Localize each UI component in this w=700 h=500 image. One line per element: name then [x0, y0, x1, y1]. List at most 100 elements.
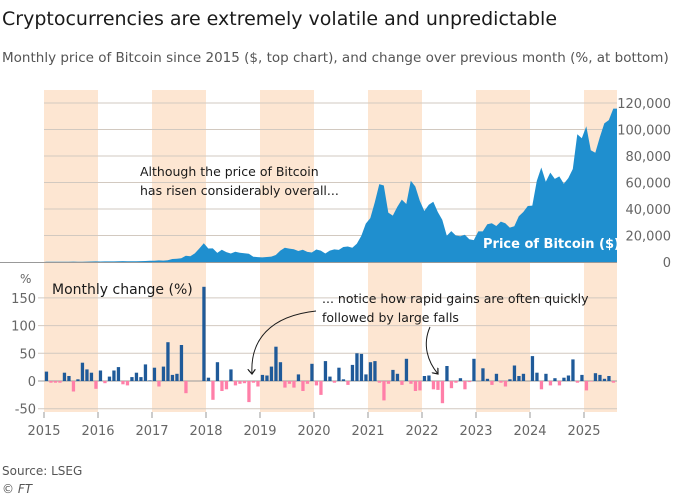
- x-tick-label: 2023: [459, 424, 492, 439]
- change-bar: [364, 374, 368, 381]
- change-bar: [373, 361, 377, 381]
- change-bar: [269, 366, 274, 381]
- change-bar: [458, 378, 463, 381]
- change-bar: [292, 381, 296, 388]
- change-bar: [602, 378, 607, 381]
- change-bar: [481, 368, 485, 381]
- change-bar: [62, 372, 67, 381]
- change-bar: [562, 377, 566, 381]
- change-annotation-line2: followed by large falls: [322, 310, 459, 325]
- change-bar: [98, 370, 103, 381]
- change-bar: [589, 381, 593, 382]
- change-bar: [256, 381, 260, 387]
- change-bar: [319, 381, 323, 395]
- change-bar: [211, 381, 215, 400]
- change-bar: [584, 381, 589, 391]
- change-bar: [283, 381, 287, 388]
- change-bar: [580, 374, 584, 381]
- change-bar: [67, 376, 71, 381]
- change-bar: [166, 342, 170, 381]
- change-bar: [337, 367, 341, 381]
- bar-unit-label: %: [20, 272, 31, 286]
- change-bar: [94, 381, 98, 389]
- change-bar: [242, 381, 247, 384]
- change-bar: [422, 376, 427, 381]
- change-bar: [260, 374, 265, 381]
- change-bar: [89, 372, 94, 381]
- year-band: [152, 90, 206, 412]
- price-tick-label: 20,000: [626, 230, 672, 245]
- change-bar: [539, 381, 544, 390]
- change-bar: [314, 381, 319, 386]
- change-bar: [418, 381, 422, 391]
- price-area: [44, 108, 617, 262]
- change-bar: [386, 381, 391, 384]
- change-bar: [598, 374, 602, 381]
- change-tick-label: -50: [15, 403, 36, 418]
- change-bar: [454, 381, 458, 383]
- change-bar: [202, 286, 206, 381]
- change-bar: [512, 365, 517, 381]
- change-bar: [121, 381, 125, 385]
- change-bar: [490, 381, 494, 385]
- change-bar: [238, 381, 242, 384]
- change-bar: [152, 367, 157, 381]
- change-bar: [130, 377, 134, 381]
- x-tick-label: 2019: [243, 424, 276, 439]
- change-bar: [85, 369, 89, 381]
- change-bar: [368, 362, 373, 381]
- change-bar: [278, 362, 283, 381]
- price-annotation-line2: has risen considerably overall...: [140, 183, 339, 198]
- price-tick-label: 100,000: [617, 124, 671, 139]
- change-bar: [445, 366, 449, 381]
- change-bar: [467, 381, 472, 383]
- price-tick-label: 80,000: [626, 150, 672, 165]
- change-bar: [116, 367, 121, 381]
- year-band: [44, 90, 98, 412]
- change-bar: [233, 381, 238, 386]
- change-bar: [224, 381, 229, 390]
- source-note: Source: LSEG: [2, 464, 83, 478]
- change-bar: [301, 381, 305, 391]
- change-bar: [359, 353, 364, 381]
- change-bar: [323, 361, 328, 381]
- change-tick-label: 50: [19, 347, 36, 362]
- annotation-arrow-1: [252, 310, 317, 374]
- change-bar: [143, 364, 148, 381]
- change-bar: [220, 381, 224, 391]
- change-bar: [377, 381, 382, 383]
- change-bar: [553, 378, 557, 381]
- change-bar: [103, 381, 107, 384]
- change-bar: [557, 381, 562, 386]
- change-bar: [503, 381, 508, 387]
- ft-credit: © FT: [2, 482, 33, 496]
- chart-title: Cryptocurrencies are extremely volatile …: [2, 8, 558, 30]
- change-tick-label: 0: [28, 375, 36, 390]
- change-bar: [112, 370, 116, 381]
- change-bar: [139, 377, 143, 381]
- price-tick-label: 120,000: [617, 97, 671, 112]
- x-tick-label: 2017: [135, 424, 168, 439]
- change-bar: [247, 381, 251, 403]
- chart-subtitle: Monthly price of Bitcoin since 2015 ($, …: [2, 50, 669, 66]
- x-tick-label: 2016: [81, 424, 114, 439]
- change-bar: [485, 378, 490, 381]
- x-tick-label: 2020: [297, 424, 330, 439]
- change-bar: [449, 381, 454, 389]
- change-bar: [44, 371, 49, 381]
- change-bar: [157, 381, 161, 387]
- change-bar: [571, 359, 575, 381]
- change-bar: [611, 381, 616, 383]
- change-bar: [80, 362, 85, 381]
- change-bar: [71, 381, 76, 392]
- change-bar: [404, 358, 409, 381]
- change-bar: [53, 381, 58, 383]
- change-bar: [431, 381, 436, 390]
- change-tick-label: 150: [11, 292, 36, 307]
- change-bar: [215, 362, 220, 381]
- change-bar: [535, 372, 539, 381]
- change-bar: [517, 376, 521, 381]
- x-tick-label: 2022: [405, 424, 438, 439]
- x-tick-label: 2024: [513, 424, 546, 439]
